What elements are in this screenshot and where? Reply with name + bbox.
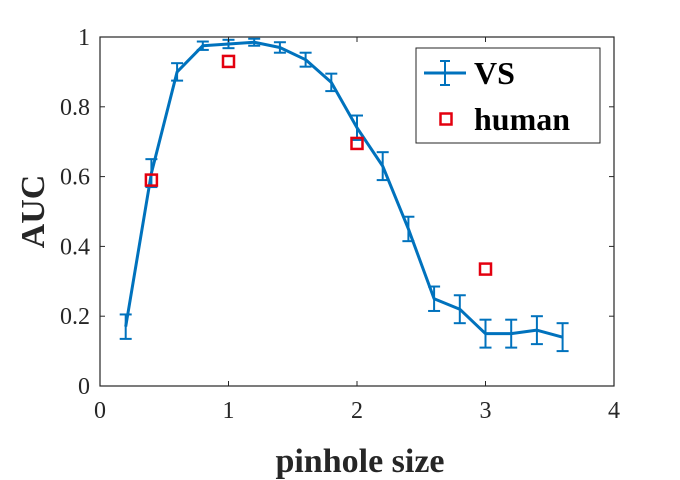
legend-human-marker — [439, 112, 453, 126]
vs-errorbar — [530, 315, 543, 346]
axes: 0 1 2 3 4 0 0.2 0.4 0.6 0.8 1 pinhole size AUC — [15, 25, 620, 480]
legend: VS human — [415, 47, 601, 144]
vs-errorbar — [402, 215, 415, 243]
vs-errorbar — [299, 51, 312, 68]
y-tick-label: 0.4 — [60, 234, 90, 260]
vs-errorbar — [145, 158, 158, 189]
vs-errorbar — [119, 313, 132, 340]
vs-errorbar — [273, 41, 286, 54]
y-tick-label: 0.8 — [60, 95, 90, 121]
legend-vs-label: VS — [474, 55, 515, 91]
vs-errorbar — [376, 151, 389, 182]
y-tick-label: 1 — [78, 25, 90, 51]
x-tick-label: 0 — [94, 398, 106, 424]
vs-errorbar — [196, 40, 209, 51]
human-point — [350, 136, 364, 151]
vs-errorbar — [556, 322, 569, 353]
legend-box — [415, 47, 601, 144]
vs-errorbar — [325, 72, 338, 93]
human-point — [144, 173, 159, 187]
legend-human-label: human — [474, 101, 570, 137]
x-tick-label: 3 — [480, 398, 492, 424]
x-tick-label: 1 — [223, 398, 235, 424]
y-tick-label: 0.6 — [60, 165, 90, 191]
vs-errorbar — [351, 114, 363, 141]
vs-errorbar — [428, 285, 441, 312]
vs-errorbar — [248, 37, 261, 47]
vs-errorbar — [479, 318, 492, 349]
vs-errorbar — [171, 62, 184, 82]
human-point — [221, 54, 236, 69]
y-axis-title: AUC — [15, 175, 52, 249]
vs-errorbar — [505, 318, 518, 349]
human-point — [478, 262, 493, 276]
x-tick-label: 4 — [608, 398, 620, 424]
plot-area — [119, 37, 569, 353]
vs-errorbar — [453, 294, 466, 325]
x-tick-label: 2 — [351, 398, 363, 424]
y-tick-label: 0.2 — [60, 304, 90, 330]
x-axis-title: pinhole size — [275, 443, 444, 480]
y-tick-label: 0 — [78, 374, 90, 400]
